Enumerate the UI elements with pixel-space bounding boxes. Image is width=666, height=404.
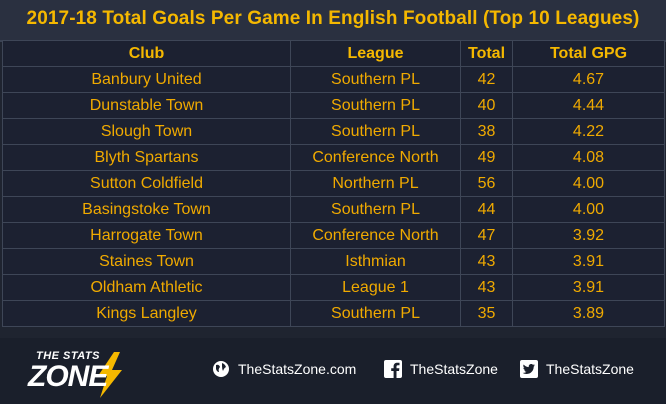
title-bar: 2017-18 Total Goals Per Game In English … (0, 0, 666, 42)
total-cell: 35 (460, 300, 513, 327)
total-cell: 43 (460, 274, 513, 301)
club-cell: Blyth Spartans (2, 144, 291, 171)
website-label: TheStatsZone.com (238, 361, 357, 377)
league-cell: Southern PL (290, 66, 461, 93)
league-cell: Southern PL (290, 118, 461, 145)
gpg-cell: 4.44 (512, 92, 665, 119)
gpg-cell: 3.92 (512, 222, 665, 249)
league-cell: League 1 (290, 274, 461, 301)
website-link[interactable]: TheStatsZone.com (212, 358, 356, 380)
club-cell: Banbury United (2, 66, 291, 93)
header-row: Club League Total Total GPG (2, 40, 665, 67)
twitter-label: TheStatsZone (546, 361, 634, 377)
header-total: Total (460, 40, 513, 67)
gpg-cell: 4.67 (512, 66, 665, 93)
total-cell: 44 (460, 196, 513, 223)
gpg-cell: 3.91 (512, 248, 665, 275)
footer: THE STATS ZONE TheStatsZone.com TheStats… (0, 338, 666, 404)
total-cell: 43 (460, 248, 513, 275)
league-cell: Southern PL (290, 300, 461, 327)
logo-main-text: ZONE (28, 360, 108, 393)
twitter-icon (520, 360, 538, 378)
facebook-label: TheStatsZone (410, 361, 498, 377)
league-cell: Isthmian (290, 248, 461, 275)
total-cell: 42 (460, 66, 513, 93)
gpg-cell: 4.00 (512, 170, 665, 197)
total-cell: 40 (460, 92, 513, 119)
club-cell: Staines Town (2, 248, 291, 275)
total-cell: 47 (460, 222, 513, 249)
total-cell: 38 (460, 118, 513, 145)
league-cell: Conference North (290, 144, 461, 171)
total-cell: 56 (460, 170, 513, 197)
facebook-link[interactable]: TheStatsZone (384, 358, 498, 380)
gpg-cell: 4.00 (512, 196, 665, 223)
twitter-link[interactable]: TheStatsZone (520, 358, 634, 380)
logo-top-text: THE STATS (36, 350, 100, 362)
gpg-cell: 3.89 (512, 300, 665, 327)
table-row: Basingstoke Town Southern PL 44 4.00 (2, 196, 665, 223)
league-cell: Northern PL (290, 170, 461, 197)
stats-zone-logo: THE STATS ZONE (28, 348, 148, 398)
table-row: Banbury United Southern PL 42 4.67 (2, 66, 665, 93)
club-cell: Harrogate Town (2, 222, 291, 249)
facebook-icon (384, 360, 402, 378)
table-row: Sutton Coldfield Northern PL 56 4.00 (2, 170, 665, 197)
table-row: Dunstable Town Southern PL 40 4.44 (2, 92, 665, 119)
gpg-cell: 4.08 (512, 144, 665, 171)
table-row: Staines Town Isthmian 43 3.91 (2, 248, 665, 275)
table-row: Oldham Athletic League 1 43 3.91 (2, 274, 665, 301)
table-row: Slough Town Southern PL 38 4.22 (2, 118, 665, 145)
table-row: Kings Langley Southern PL 35 3.89 (2, 300, 665, 327)
total-cell: 49 (460, 144, 513, 171)
gpg-cell: 3.91 (512, 274, 665, 301)
table-row: Harrogate Town Conference North 47 3.92 (2, 222, 665, 249)
header-club: Club (2, 40, 291, 67)
league-cell: Conference North (290, 222, 461, 249)
lightning-bolt-icon (98, 352, 122, 398)
club-cell: Basingstoke Town (2, 196, 291, 223)
club-cell: Sutton Coldfield (2, 170, 291, 197)
globe-icon (213, 361, 229, 377)
club-cell: Kings Langley (2, 300, 291, 327)
gpg-cell: 4.22 (512, 118, 665, 145)
header-total-gpg: Total GPG (512, 40, 665, 67)
club-cell: Slough Town (2, 118, 291, 145)
club-cell: Oldham Athletic (2, 274, 291, 301)
header-league: League (290, 40, 461, 67)
page-title: 2017-18 Total Goals Per Game In English … (26, 8, 640, 29)
table-row: Blyth Spartans Conference North 49 4.08 (2, 144, 665, 171)
league-cell: Southern PL (290, 196, 461, 223)
club-cell: Dunstable Town (2, 92, 291, 119)
goals-table: Club League Total Total GPG Banbury Unit… (2, 40, 665, 327)
league-cell: Southern PL (290, 92, 461, 119)
